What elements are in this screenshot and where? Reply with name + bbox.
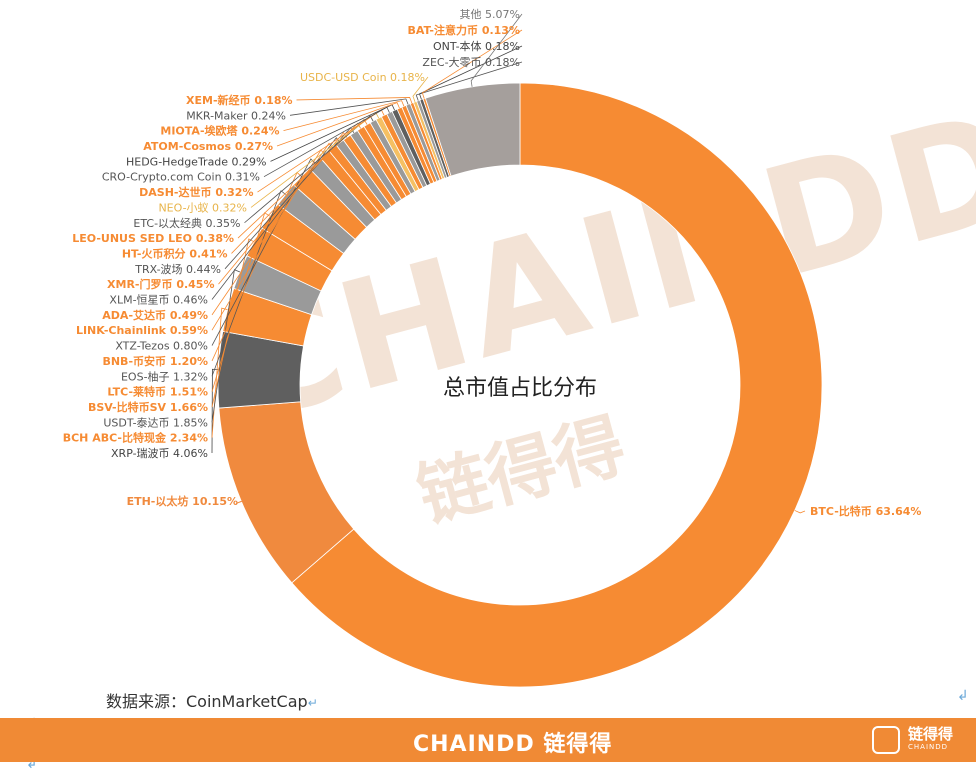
leader-line-26 (412, 76, 429, 102)
leader-line-17 (244, 115, 374, 224)
leader-line-29 (421, 29, 523, 99)
slice-label-27: ZEC-大零币 0.18% (422, 55, 520, 69)
leader-line-0 (794, 510, 806, 514)
footer-brand: CHAINDD 链得得 (413, 732, 613, 757)
slice-label-19: DASH-达世币 0.32% (139, 185, 253, 199)
footer-banner: CHAINDD 链得得 链得得 CHAINDD (0, 718, 976, 762)
slice-label-20: CRO-Crypto.com Coin 0.31% (102, 171, 260, 184)
footer-logo: 链得得 CHAINDD (872, 723, 962, 757)
slice-label-8: BNB-币安币 1.20% (102, 354, 208, 368)
return-mark-icon: ↲ (26, 756, 38, 772)
slice-label-26: USDC-USD Coin 0.18% (300, 71, 425, 84)
logo-icon (872, 726, 900, 754)
leader-line-25 (296, 97, 413, 104)
slice-label-11: ADA-艾达币 0.49% (102, 308, 208, 322)
leader-line-22 (276, 102, 400, 147)
leader-line-27 (415, 61, 523, 101)
slice-label-29: BAT-注意力币 0.13% (408, 23, 521, 37)
slice-label-22: ATOM-Cosmos 0.27% (143, 140, 273, 153)
logo-en: CHAINDD (908, 743, 949, 751)
slice-label-28: ONT-本体 0.18% (433, 39, 520, 53)
slice-label-23: MIOTA-埃欧塔 0.24% (160, 124, 279, 138)
slice-label-17: ETC-以太经典 0.35% (133, 216, 240, 230)
slice-label-2: XRP-瑞波币 4.06% (111, 446, 208, 460)
chart-leader-lines (211, 13, 806, 514)
leader-line-24 (289, 98, 409, 116)
slice-label-7: EOS-柚子 1.32% (121, 369, 208, 383)
slice-label-5: BSV-比特币SV 1.66% (88, 400, 208, 414)
slice-label-30: 其他 5.07% (460, 8, 520, 21)
leader-line-7 (211, 190, 286, 377)
leader-line-18 (250, 112, 380, 208)
return-mark-icon: ↵ (307, 696, 318, 710)
chart-title: 总市值占比分布 (443, 376, 597, 401)
donut-chart: BTC-比特币 63.64% ETH-以太坊 10.15% XRP-瑞波币 4.06… (63, 8, 922, 688)
chart-slices (217, 82, 823, 688)
slice-label-1: ETH-以太坊 10.15% (127, 494, 238, 508)
leader-line-30 (470, 13, 523, 87)
slice-label-14: TRX-波场 0.44% (134, 262, 221, 276)
leader-line-2 (211, 368, 219, 454)
slice-label-15: HT-火币积分 0.41% (122, 246, 228, 260)
slice-label-24: MKR-Maker 0.24% (186, 109, 286, 122)
source-text: 数据来源：CoinMarketCap (106, 692, 308, 711)
source-note: 数据来源：CoinMarketCap↵ (106, 688, 318, 712)
slice-0 (291, 82, 823, 688)
slice-label-0: BTC-比特币 63.64% (810, 504, 921, 518)
leader-line-1 (235, 500, 244, 504)
slice-label-12: XLM-恒星币 0.46% (109, 294, 208, 307)
slice-label-3: BCH ABC-比特现金 2.34% (63, 431, 208, 445)
slice-label-10: LINK-Chainlink 0.59% (76, 324, 208, 337)
slice-label-21: HEDG-HedgeTrade 0.29% (126, 155, 267, 168)
slice-label-16: LEO-UNUS SED LEO 0.38% (72, 232, 234, 245)
slice-label-4: USDT-泰达币 1.85% (103, 415, 208, 429)
leader-line-3 (211, 307, 228, 438)
leader-line-28 (419, 45, 523, 100)
logo-cn: 链得得 (908, 725, 954, 743)
leader-line-15 (231, 122, 362, 254)
return-mark-icon: ↲ (957, 688, 969, 704)
slice-label-25: XEM-新经币 0.18% (186, 93, 293, 107)
slice-label-18: NEO-小蚁 0.32% (158, 201, 247, 214)
leader-line-16 (237, 118, 368, 239)
slice-label-9: XTZ-Tezos 0.80% (115, 340, 208, 353)
leader-line-23 (283, 100, 405, 132)
chart-labels: BTC-比特币 63.64% ETH-以太坊 10.15% XRP-瑞波币 4.06… (63, 8, 922, 518)
slice-label-13: XMR-门罗币 0.45% (107, 277, 214, 291)
slice-label-6: LTC-莱特币 1.51% (107, 385, 208, 399)
slice-30 (424, 82, 521, 177)
